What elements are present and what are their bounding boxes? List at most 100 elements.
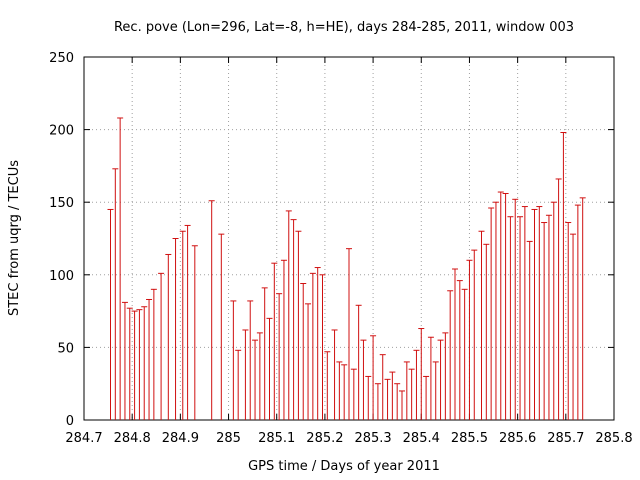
x-axis-label: GPS time / Days of year 2011 (248, 459, 440, 474)
data-point (305, 303, 312, 420)
data-point (418, 328, 425, 420)
data-point (172, 238, 179, 420)
data-point (309, 272, 316, 420)
data-point (350, 368, 357, 420)
data-point (271, 262, 278, 420)
y-tick-label: 250 (49, 51, 74, 66)
data-point (346, 248, 352, 420)
data-point (266, 317, 273, 420)
data-point (379, 354, 386, 420)
data-point (300, 283, 307, 420)
data-point (550, 201, 557, 420)
data-point (497, 191, 504, 420)
data-point (507, 216, 514, 420)
data-point (208, 200, 215, 420)
y-tick-label: 0 (66, 414, 74, 429)
data-point (512, 198, 519, 420)
data-point (545, 214, 552, 420)
y-tick-label: 50 (57, 341, 74, 356)
data-point (502, 192, 509, 420)
data-point (488, 207, 495, 420)
x-tick-label: 284.7 (65, 431, 102, 446)
data-point (107, 208, 114, 420)
data-point (150, 288, 157, 420)
data-point (256, 332, 263, 420)
x-tick-label: 284.8 (114, 431, 151, 446)
data-point (230, 300, 237, 420)
data-point (555, 178, 562, 420)
data-point (295, 230, 302, 420)
data-point (517, 216, 524, 420)
data-point (146, 298, 153, 420)
data-point (314, 267, 321, 420)
data-point (319, 274, 326, 420)
data-point (360, 339, 367, 420)
data-point (536, 206, 543, 420)
x-tick-label: 285.5 (451, 431, 488, 446)
data-point (413, 349, 420, 420)
data-point (432, 361, 439, 420)
data-point (374, 383, 381, 420)
data-point (526, 240, 533, 420)
data-point (521, 206, 528, 420)
y-tick-label: 100 (49, 269, 74, 284)
data-point (235, 349, 242, 420)
data-point (423, 375, 430, 420)
data-point (252, 339, 259, 420)
data-point (452, 268, 458, 420)
data-point (483, 243, 490, 420)
data-point (121, 301, 128, 420)
data-point (365, 375, 372, 420)
data-point (280, 259, 287, 420)
x-tick-label: 284.9 (162, 431, 199, 446)
x-tick-label: 285.8 (595, 431, 632, 446)
y-tick-label: 150 (49, 196, 74, 211)
x-tick-label: 285 (216, 431, 241, 446)
data-point (437, 339, 444, 420)
data-point (117, 117, 124, 420)
x-tick-label: 285.3 (354, 431, 391, 446)
data-point (531, 208, 538, 420)
data-point (324, 351, 331, 420)
axis-ticks: 284.7 284.8 284.9 285 285.1 285.2 285.3 285.4 28… (49, 51, 632, 446)
y-axis-label: STEC from uqrg / TECUs (7, 160, 22, 316)
data-point (355, 304, 362, 420)
data-point (570, 233, 577, 420)
data-point (399, 390, 405, 420)
chart-title: Rec. pove (Lon=296, Lat=-8, h=HE), days … (114, 20, 574, 35)
data-point (442, 332, 449, 420)
data-point (370, 335, 377, 420)
data-point (247, 300, 254, 420)
data-point (112, 168, 119, 420)
data-point (131, 310, 138, 420)
y-tick-label: 200 (49, 124, 74, 139)
x-tick-label: 285.6 (499, 431, 536, 446)
x-tick-label: 285.7 (547, 431, 584, 446)
data-point (242, 329, 249, 420)
data-point (471, 249, 478, 420)
data-point (427, 336, 434, 420)
data-point (541, 222, 548, 420)
data-point (408, 368, 415, 420)
data-point (141, 306, 148, 420)
data-point (126, 307, 133, 420)
data-point (158, 272, 165, 420)
data-point (389, 371, 396, 420)
data-point (560, 132, 567, 420)
data-point (184, 224, 191, 420)
data-point (136, 309, 143, 420)
data-point (492, 201, 499, 420)
data-point (191, 245, 198, 420)
data-point (447, 290, 454, 420)
data-point (276, 293, 283, 420)
data-point (574, 204, 581, 420)
data-marks (107, 117, 586, 420)
data-point (290, 219, 297, 420)
data-point (461, 288, 468, 420)
data-point (261, 287, 268, 420)
data-point (218, 233, 225, 420)
data-point (285, 210, 292, 420)
data-point (179, 230, 186, 420)
data-point (165, 253, 172, 420)
